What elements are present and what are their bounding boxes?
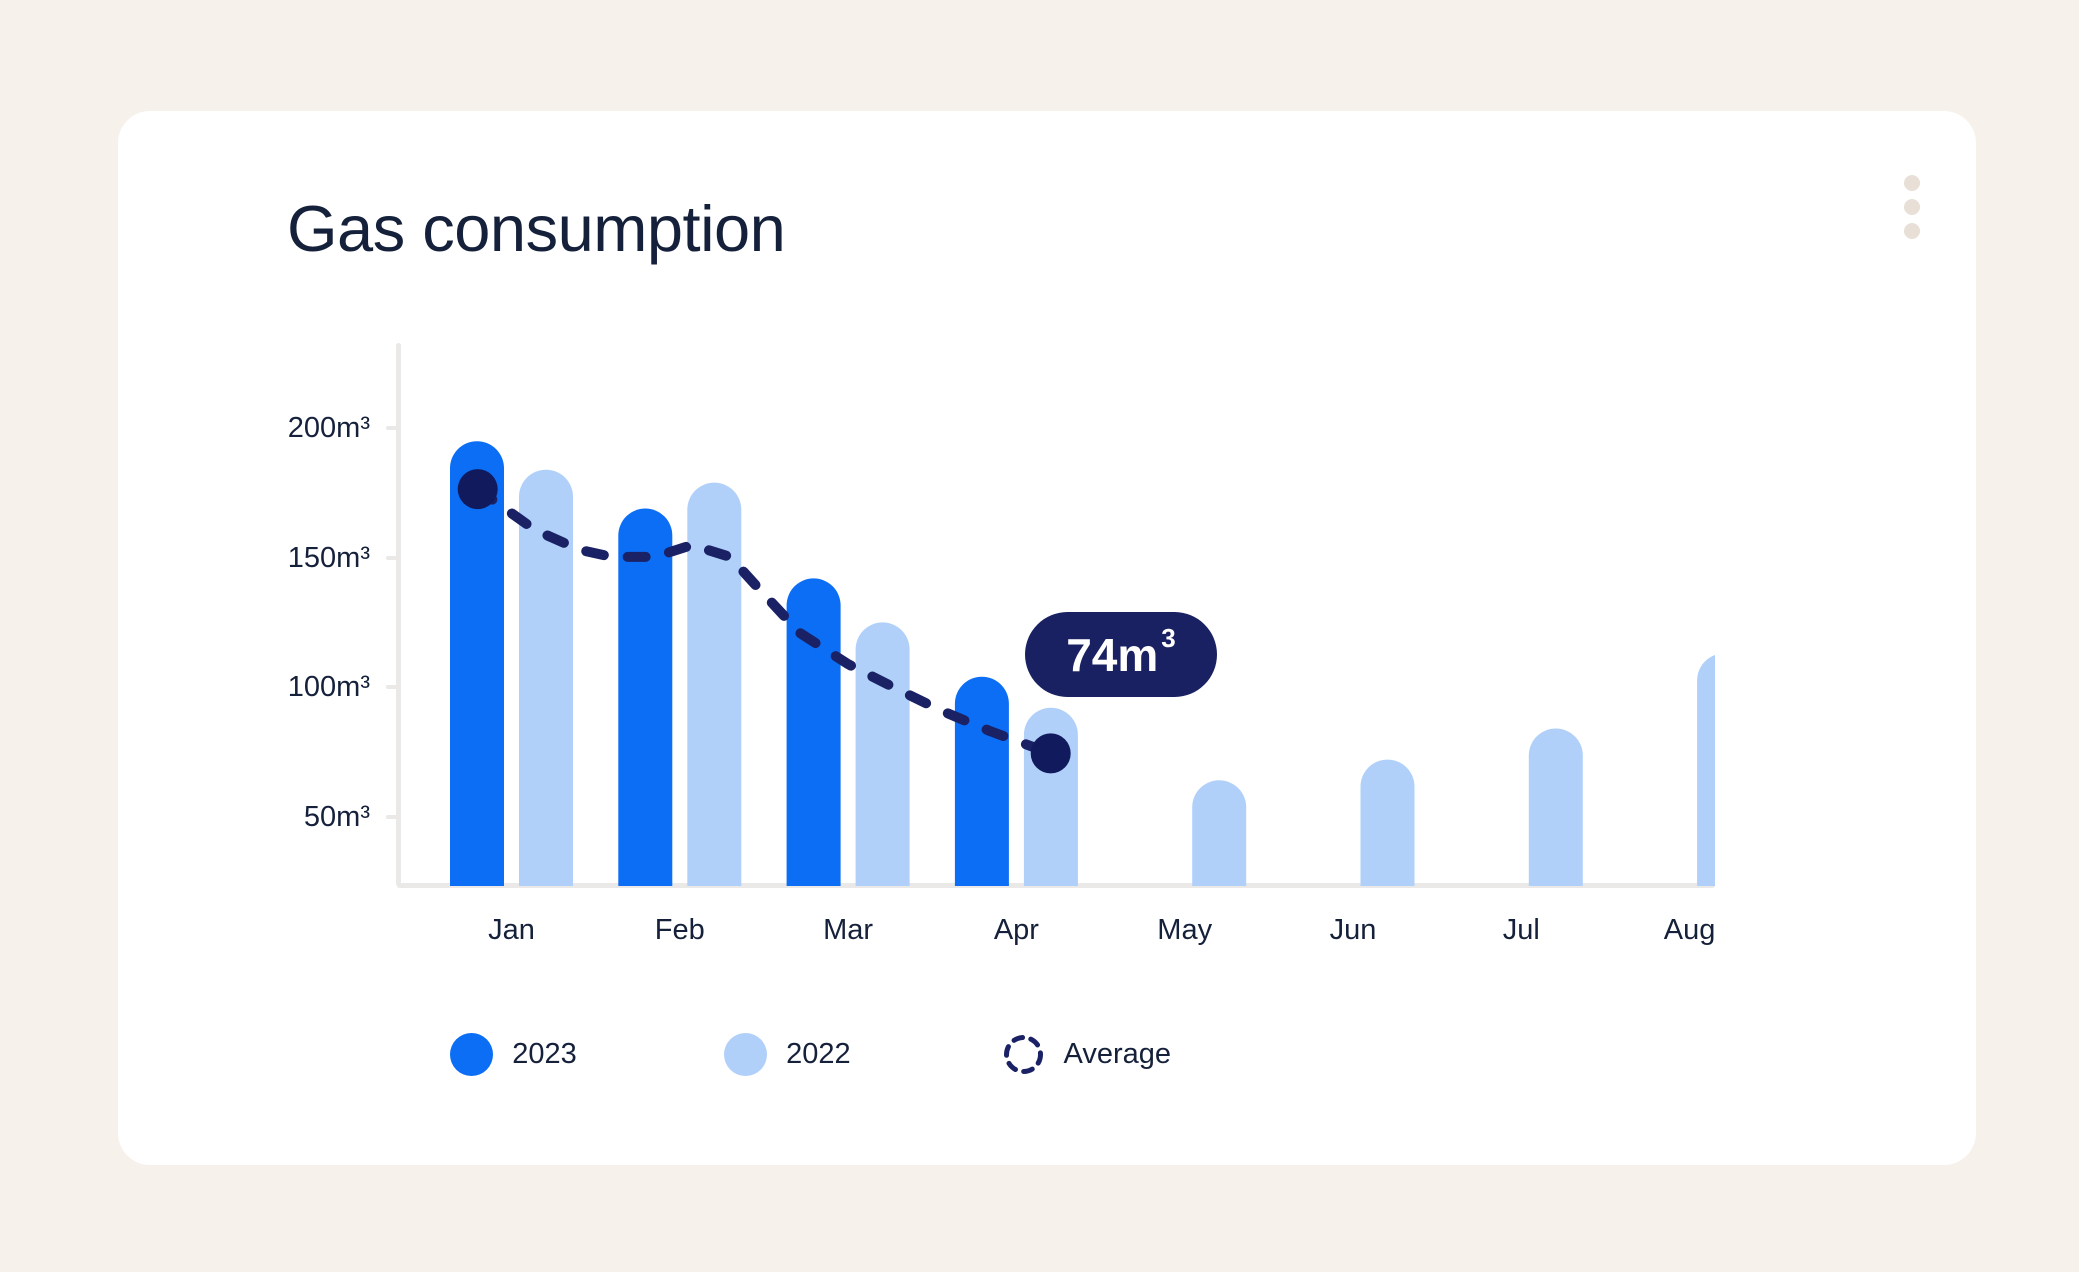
gas-consumption-chart [450, 441, 1715, 886]
x-axis-label-feb: Feb [654, 914, 705, 946]
bar-2022-Feb[interactable] [687, 482, 742, 886]
tooltip-superscript: 3 [1161, 623, 1176, 653]
average-point-dot-Jan-2023 [457, 469, 498, 510]
card-title: Gas consumption [287, 192, 786, 265]
legend-item-2022[interactable]: 2022 [724, 1032, 851, 1076]
y-axis-tick [386, 555, 397, 560]
bar-2022-Jan[interactable] [519, 469, 573, 886]
y-axis-label: 150m³ [287, 541, 370, 574]
legend-swatch-2022-icon [724, 1032, 768, 1076]
x-axis-label-jun: Jun [1329, 914, 1377, 946]
legend-item-average[interactable]: Average [1002, 1033, 1172, 1076]
y-axis-label: 50m³ [303, 800, 370, 833]
gas-consumption-card: Gas consumption 200m³ 150m³ 100m³ 50m³ Jan F… [118, 111, 1976, 1165]
kebab-dot [1904, 223, 1920, 239]
legend-label: 2022 [786, 1037, 851, 1070]
bar-2022-Jun[interactable] [1360, 759, 1415, 886]
average-point-dot-Apr-2022 [1030, 733, 1071, 774]
x-axis-label-jul: Jul [1502, 914, 1540, 946]
kebab-dot [1904, 199, 1920, 215]
legend-label: 2023 [512, 1037, 577, 1070]
legend-dashed-circle-icon [1003, 1034, 1043, 1074]
kebab-dot [1904, 175, 1920, 191]
x-axis-labels: Jan Feb Mar Apr May Jun Jul Aug [397, 906, 1715, 954]
bar-2023-Feb[interactable] [618, 508, 673, 886]
legend-swatch-2023-icon [450, 1032, 494, 1076]
x-axis-label-jan: Jan [488, 914, 535, 946]
bar-2023-Apr[interactable] [954, 676, 1009, 886]
kebab-menu-icon[interactable] [1904, 175, 1920, 239]
bar-2022-Jul[interactable] [1528, 728, 1583, 886]
legend-label: Average [1063, 1037, 1172, 1070]
y-axis-tick [386, 814, 397, 819]
bar-2023-Jan[interactable] [450, 441, 504, 886]
bar-2022-Mar[interactable] [855, 622, 910, 886]
legend-item-2023[interactable]: 2023 [450, 1032, 577, 1076]
bar-2022-May[interactable] [1192, 780, 1247, 886]
bar-2022-Aug[interactable] [1697, 653, 1715, 886]
y-axis-label: 200m³ [287, 412, 370, 445]
tooltip-74m3: 74m 3 [1025, 612, 1217, 697]
y-axis-line [396, 343, 401, 886]
average-dashed-line [472, 484, 1056, 759]
x-axis-label-aug: Aug [1663, 914, 1715, 946]
y-axis-label: 100m³ [287, 671, 370, 704]
tooltip-value: 74m [1066, 628, 1159, 681]
x-axis-label-apr: Apr [993, 914, 1039, 946]
y-axis-tick [386, 685, 397, 690]
x-axis-label-mar: Mar [823, 914, 874, 946]
bar-2023-Mar[interactable] [786, 578, 841, 886]
y-axis-tick [386, 426, 397, 431]
x-axis-label-may: May [1157, 914, 1213, 946]
